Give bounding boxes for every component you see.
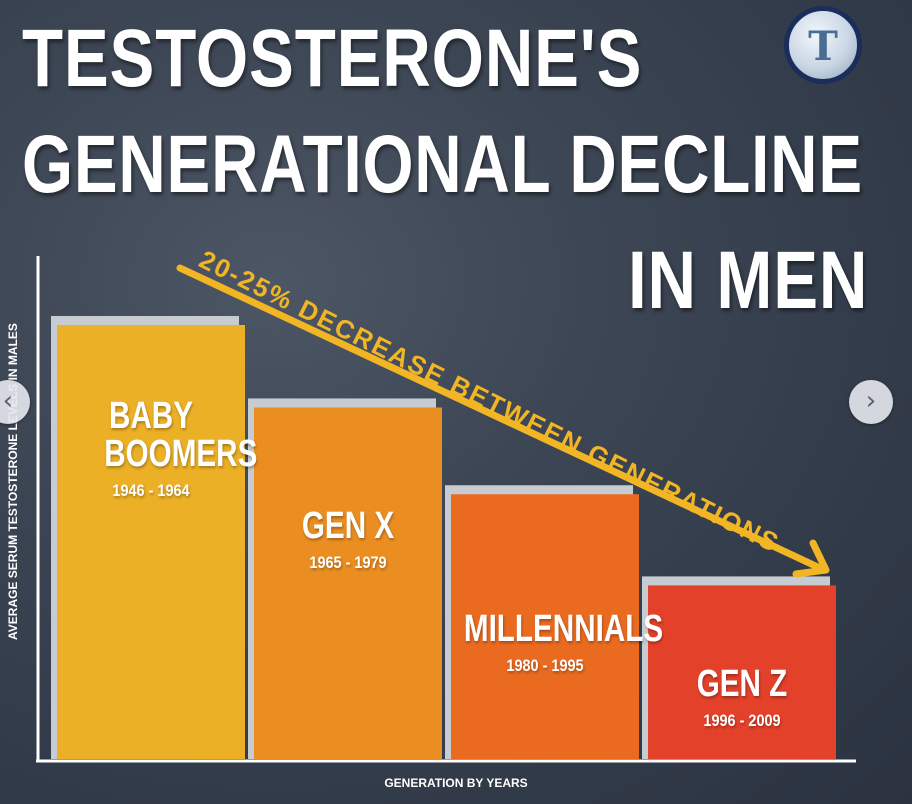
- bar-category-label: GEN Z: [696, 663, 788, 706]
- bar-label-group: GEN X 1965 - 1979: [244, 507, 452, 573]
- chevron-left-icon[interactable]: ‹: [0, 380, 30, 424]
- title-line-3: IN MEN: [628, 235, 869, 326]
- bar-2: [451, 494, 639, 759]
- bar-category-label: GEN X: [301, 505, 395, 548]
- bar-label-group: BABY BOOMERS 1946 - 1964: [47, 395, 258, 501]
- bar-3: [648, 585, 836, 759]
- brand-logo: T: [784, 6, 862, 84]
- bar-label-group: MILLENNIALS 1980 - 1995: [441, 608, 664, 676]
- bar-0: [57, 325, 245, 759]
- title-line-1: TESTOSTERONE'S: [22, 13, 643, 104]
- x-axis-label: GENERATION BY YEARS: [384, 776, 528, 790]
- bar-category-label: BABY BOOMERS: [104, 395, 258, 475]
- y-axis-label: AVERAGE SERUM TESTOSTERONE LEVELS IN MAL…: [6, 323, 20, 640]
- bar-years-label: 1996 - 2009: [703, 711, 781, 731]
- logo-glyph: T: [808, 23, 838, 70]
- bar-years-label: 1946 - 1964: [112, 481, 190, 500]
- chevron-right-icon[interactable]: ›: [849, 380, 893, 424]
- title-line-2: GENERATIONAL DECLINE: [22, 119, 863, 210]
- bar-category-label: MILLENNIALS: [463, 608, 664, 651]
- trend-arrow: [176, 264, 830, 578]
- bar-label-group: GEN Z 1996 - 2009: [638, 665, 846, 731]
- bar-1: [254, 407, 442, 759]
- bar-years-label: 1965 - 1979: [309, 553, 387, 573]
- bar-years-label: 1980 - 1995: [506, 656, 584, 676]
